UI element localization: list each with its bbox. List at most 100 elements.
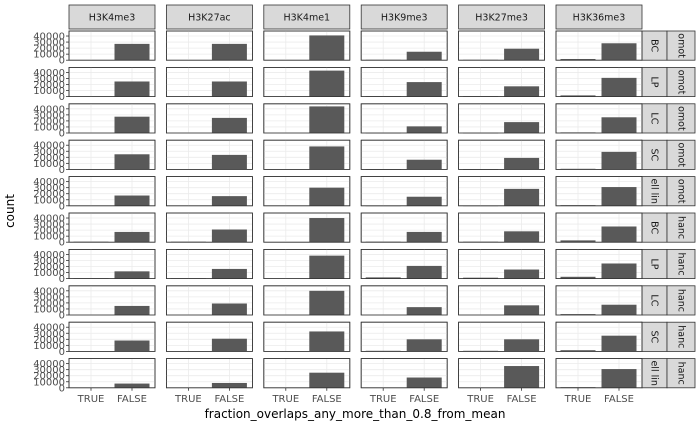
y-tick-label-1-1: 10000 <box>33 86 65 97</box>
y-tick-label-5-3: 30000 <box>33 220 65 231</box>
x-tick-label-1-0: TRUE <box>174 394 202 405</box>
bar-false-8-4 <box>504 339 540 352</box>
panel-border-7-0 <box>68 285 156 316</box>
row-strip-group-label-6: LP <box>649 258 660 269</box>
row-strip-type-9 <box>666 358 696 389</box>
bar-false-5-3 <box>406 231 442 243</box>
y-tick-label-7-1: 10000 <box>33 304 65 315</box>
bar-false-3-2 <box>309 146 345 170</box>
row-strip-type-5 <box>666 212 696 243</box>
x-tick-label-4-1: FALSE <box>507 394 537 405</box>
col-strip-label-1: H3K27ac <box>188 13 231 24</box>
y-tick-label-2-3: 30000 <box>33 110 65 121</box>
bar-false-1-2 <box>309 70 345 97</box>
bar-false-7-1 <box>211 303 247 315</box>
x-tick-label-2-0: TRUE <box>271 394 299 405</box>
row-strip-type-6 <box>666 248 696 279</box>
panel-border-6-4 <box>458 248 546 279</box>
panel-border-1-4 <box>458 67 546 98</box>
col-strip-label-3: H3K9me3 <box>381 13 428 24</box>
y-tick-label-8-2: 20000 <box>33 335 65 346</box>
panel-border-4-5 <box>555 176 643 207</box>
panel-border-1-2 <box>263 67 351 98</box>
y-tick-label-9-1: 10000 <box>33 377 65 388</box>
bar-false-3-3 <box>406 159 442 170</box>
y-tick-label-2-2: 20000 <box>33 116 65 127</box>
row-strip-type-label-9: hanc <box>676 362 687 385</box>
row-strip-group-label-2: LC <box>649 112 660 124</box>
bar-false-6-0 <box>114 271 150 279</box>
y-tick-label-0-1: 10000 <box>33 50 65 61</box>
panel-border-3-2 <box>263 139 351 170</box>
bar-false-6-2 <box>309 255 345 279</box>
y-tick-label-3-2: 20000 <box>33 153 65 164</box>
col-strip-label-2: H3K4me1 <box>283 13 330 24</box>
panel-border-1-0 <box>68 67 156 98</box>
x-tick-label-4-0: TRUE <box>466 394 494 405</box>
panel-border-9-2 <box>263 358 351 389</box>
bar-false-4-1 <box>211 196 247 206</box>
x-tick-label-2-1: FALSE <box>312 394 342 405</box>
row-strip-type-label-3: omot <box>676 142 687 167</box>
col-strip-4 <box>458 4 546 30</box>
y-tick-label-2-4: 40000 <box>33 104 65 115</box>
x-tick-label-3-1: FALSE <box>409 394 439 405</box>
x-tick-label-5-0: TRUE <box>564 394 592 405</box>
row-strip-type-0 <box>666 30 696 61</box>
panel-border-2-5 <box>555 103 643 134</box>
bar-false-2-5 <box>601 117 637 133</box>
bar-false-1-4 <box>504 86 540 97</box>
row-strip-group-label-3: SC <box>649 148 660 161</box>
bar-false-7-4 <box>504 305 540 315</box>
y-tick-label-0-0: 0 <box>59 56 65 67</box>
panel-border-6-1 <box>165 248 253 279</box>
panel-border-6-2 <box>263 248 351 279</box>
panel-border-1-5 <box>555 67 643 98</box>
row-strip-type-8 <box>666 321 696 352</box>
row-strip-type-label-0: omot <box>676 33 687 58</box>
y-tick-label-3-1: 10000 <box>33 159 65 170</box>
panel-border-7-3 <box>360 285 448 316</box>
bar-false-9-4 <box>504 366 540 388</box>
panel-border-5-2 <box>263 212 351 243</box>
y-tick-label-9-2: 20000 <box>33 371 65 382</box>
panel-border-2-3 <box>360 103 448 134</box>
panel-border-2-1 <box>165 103 253 134</box>
panel-border-5-1 <box>165 212 253 243</box>
y-tick-label-4-1: 10000 <box>33 195 65 206</box>
row-strip-type-label-2: omot <box>676 106 687 131</box>
panel-border-7-1 <box>165 285 253 316</box>
y-tick-label-2-1: 10000 <box>33 122 65 133</box>
bar-false-9-1 <box>211 382 247 388</box>
bar-false-6-4 <box>504 269 540 279</box>
bar-false-2-2 <box>309 106 345 133</box>
bar-true-5-5 <box>560 240 596 243</box>
bar-false-0-1 <box>211 43 247 61</box>
x-tick-label-3-0: TRUE <box>369 394 397 405</box>
panel-border-0-0 <box>68 30 156 61</box>
x-tick-label-0-0: TRUE <box>77 394 105 405</box>
bar-false-4-0 <box>114 195 150 206</box>
y-tick-label-5-1: 10000 <box>33 232 65 243</box>
panel-border-0-5 <box>555 30 643 61</box>
panel-border-1-1 <box>165 67 253 98</box>
y-tick-label-4-0: 0 <box>59 201 65 212</box>
y-tick-label-6-4: 40000 <box>33 250 65 261</box>
y-tick-label-7-2: 20000 <box>33 298 65 309</box>
col-strip-label-0: H3K4me3 <box>89 13 136 24</box>
bar-true-6-3 <box>365 277 401 279</box>
row-strip-type-label-6: hanc <box>676 252 687 275</box>
bar-false-6-1 <box>211 268 247 279</box>
bar-false-0-4 <box>504 48 540 61</box>
row-strip-group-label-5: BC <box>649 221 660 234</box>
x-tick-label-0-1: FALSE <box>117 394 147 405</box>
bar-false-3-4 <box>504 157 540 170</box>
panel-border-6-5 <box>555 248 643 279</box>
y-tick-label-8-4: 40000 <box>33 323 65 334</box>
col-strip-label-5: H3K36me3 <box>573 13 626 24</box>
bar-false-7-2 <box>309 290 345 315</box>
bar-false-8-2 <box>309 331 345 352</box>
bar-false-0-0 <box>114 43 150 61</box>
bar-true-6-4 <box>463 277 499 279</box>
y-tick-label-0-4: 40000 <box>33 32 65 43</box>
